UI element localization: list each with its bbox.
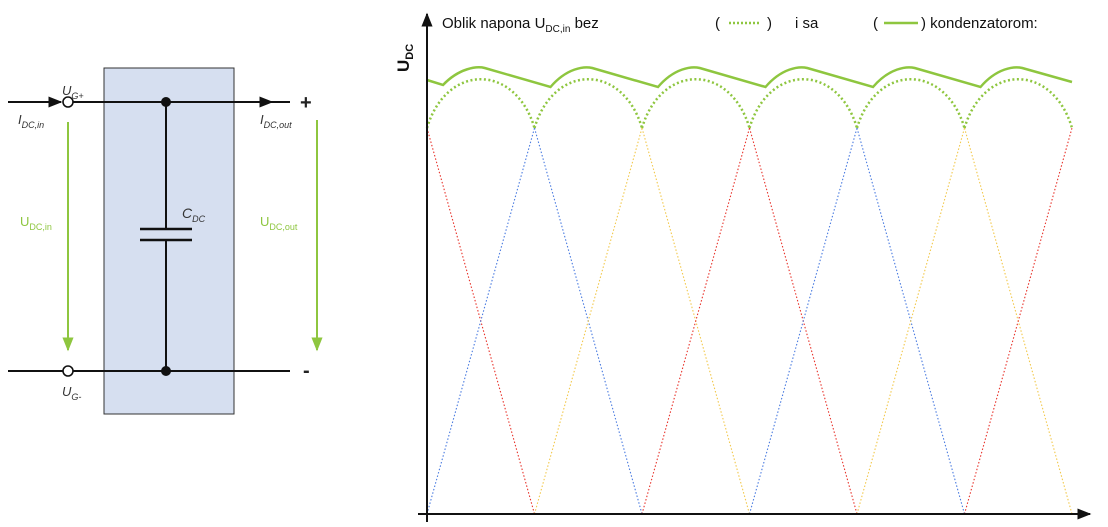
top-terminal-label: UG+ [62,83,84,101]
bottom-terminal [62,365,74,377]
plus-sign: + [300,92,312,114]
phase-voltage-rising [856,127,966,515]
envelope-without-capacitor [963,78,1074,129]
phase-voltage-rising [641,127,751,515]
legend-solid-open: ( [873,15,878,32]
voltage-plot: UDC Oblik napona UDC,in bez ( ) i sa ( )… [394,12,1092,522]
output-with-capacitor [426,66,1073,89]
y-axis-label: UDC [394,44,416,72]
phase-voltage-rising [748,127,858,515]
bottom-terminal-label: UG- [62,384,81,402]
envelope-without-capacitor [855,78,966,129]
envelope-without-capacitor [533,78,644,129]
waveform-series [425,66,1074,515]
minus-sign: - [303,360,310,382]
phase-voltage-rising [963,127,1073,515]
legend-dotted-close: ) [767,15,772,32]
envelope-without-capacitor [640,78,751,129]
capacitor-label: CDC [182,205,206,224]
plot-title: Oblik napona UDC,in bez [442,15,599,35]
rectifier-circuit: UG+ UG- IDC,in IDC,out UDC,in UDC,out CD… [8,67,323,415]
current-in-label: IDC,in [18,112,44,130]
envelope-without-capacitor [748,78,859,129]
current-out-label: IDC,out [260,112,292,130]
envelope-without-capacitor [425,78,536,129]
legend-dotted-open: ( [715,15,720,32]
voltage-in-label: UDC,in [20,214,52,232]
phase-voltage-rising [426,127,536,515]
legend-solid-close: ) kondenzatorom: [921,15,1038,32]
legend-connector: i sa [795,15,819,32]
phase-voltage-rising [533,127,643,515]
voltage-out-label: UDC,out [260,214,298,232]
